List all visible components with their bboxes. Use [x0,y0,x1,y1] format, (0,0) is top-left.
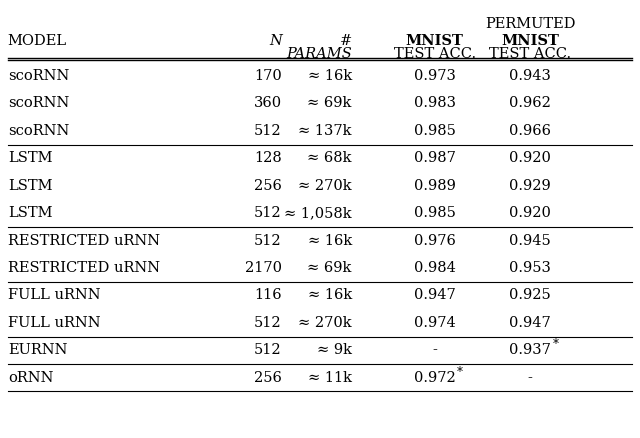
Text: ≈ 137k: ≈ 137k [298,124,352,138]
Text: 0.945: 0.945 [509,233,551,247]
Text: 0.937: 0.937 [509,343,551,357]
Text: 0.985: 0.985 [414,206,456,220]
Text: TEST ACC.: TEST ACC. [489,47,572,61]
Text: ≈ 270k: ≈ 270k [298,179,352,193]
Text: 0.925: 0.925 [509,288,551,302]
Text: LSTM: LSTM [8,206,52,220]
Text: 360: 360 [253,96,282,110]
Text: 0.985: 0.985 [414,124,456,138]
Text: 512: 512 [254,316,282,330]
Text: 116: 116 [254,288,282,302]
Text: 0.983: 0.983 [413,96,456,110]
Text: EURNN: EURNN [8,343,67,357]
Text: 0.972: 0.972 [414,371,456,385]
Text: ≈ 69k: ≈ 69k [307,96,352,110]
Text: PARAMS: PARAMS [286,47,352,61]
Text: ≈ 69k: ≈ 69k [307,261,352,275]
Text: scoRNN: scoRNN [8,69,69,83]
Text: ≈ 270k: ≈ 270k [298,316,352,330]
Text: RESTRICTED uRNN: RESTRICTED uRNN [8,261,160,275]
Text: 512: 512 [254,206,282,220]
Text: 512: 512 [254,343,282,357]
Text: ≈ 1,058k: ≈ 1,058k [284,206,352,220]
Text: 0.943: 0.943 [509,69,551,83]
Text: N: N [269,34,282,48]
Text: 0.920: 0.920 [509,151,551,165]
Text: 256: 256 [254,371,282,385]
Text: 0.953: 0.953 [509,261,551,275]
Text: 0.947: 0.947 [414,288,456,302]
Text: scoRNN: scoRNN [8,124,69,138]
Text: -: - [432,343,437,357]
Text: 0.987: 0.987 [414,151,456,165]
Text: 0.974: 0.974 [414,316,456,330]
Text: MNIST: MNIST [501,34,559,48]
Text: 512: 512 [254,233,282,247]
Text: oRNN: oRNN [8,371,53,385]
Text: 0.976: 0.976 [414,233,456,247]
Text: MODEL: MODEL [8,34,67,48]
Text: 0.947: 0.947 [509,316,551,330]
Text: 2170: 2170 [244,261,282,275]
Text: FULL uRNN: FULL uRNN [8,288,100,302]
Text: scoRNN: scoRNN [8,96,69,110]
Text: 0.929: 0.929 [509,179,551,193]
Text: 128: 128 [254,151,282,165]
Text: ≈ 16k: ≈ 16k [308,69,352,83]
Text: FULL uRNN: FULL uRNN [8,316,100,330]
Text: 0.989: 0.989 [414,179,456,193]
Text: ≈ 11k: ≈ 11k [308,371,352,385]
Text: RESTRICTED uRNN: RESTRICTED uRNN [8,233,160,247]
Text: 0.920: 0.920 [509,206,551,220]
Text: LSTM: LSTM [8,151,52,165]
Text: ≈ 68k: ≈ 68k [307,151,352,165]
Text: ≈ 16k: ≈ 16k [308,233,352,247]
Text: *: * [552,339,559,352]
Text: 0.973: 0.973 [414,69,456,83]
Text: -: - [528,371,532,385]
Text: 170: 170 [254,69,282,83]
Text: 0.984: 0.984 [414,261,456,275]
Text: MNIST: MNIST [406,34,463,48]
Text: 256: 256 [254,179,282,193]
Text: ≈ 16k: ≈ 16k [308,288,352,302]
Text: 0.966: 0.966 [509,124,551,138]
Text: PERMUTED: PERMUTED [485,17,575,31]
Text: 512: 512 [254,124,282,138]
Text: ≈ 9k: ≈ 9k [317,343,352,357]
Text: #: # [340,34,352,48]
Text: LSTM: LSTM [8,179,52,193]
Text: TEST ACC.: TEST ACC. [394,47,476,61]
Text: 0.962: 0.962 [509,96,551,110]
Text: *: * [457,366,463,379]
